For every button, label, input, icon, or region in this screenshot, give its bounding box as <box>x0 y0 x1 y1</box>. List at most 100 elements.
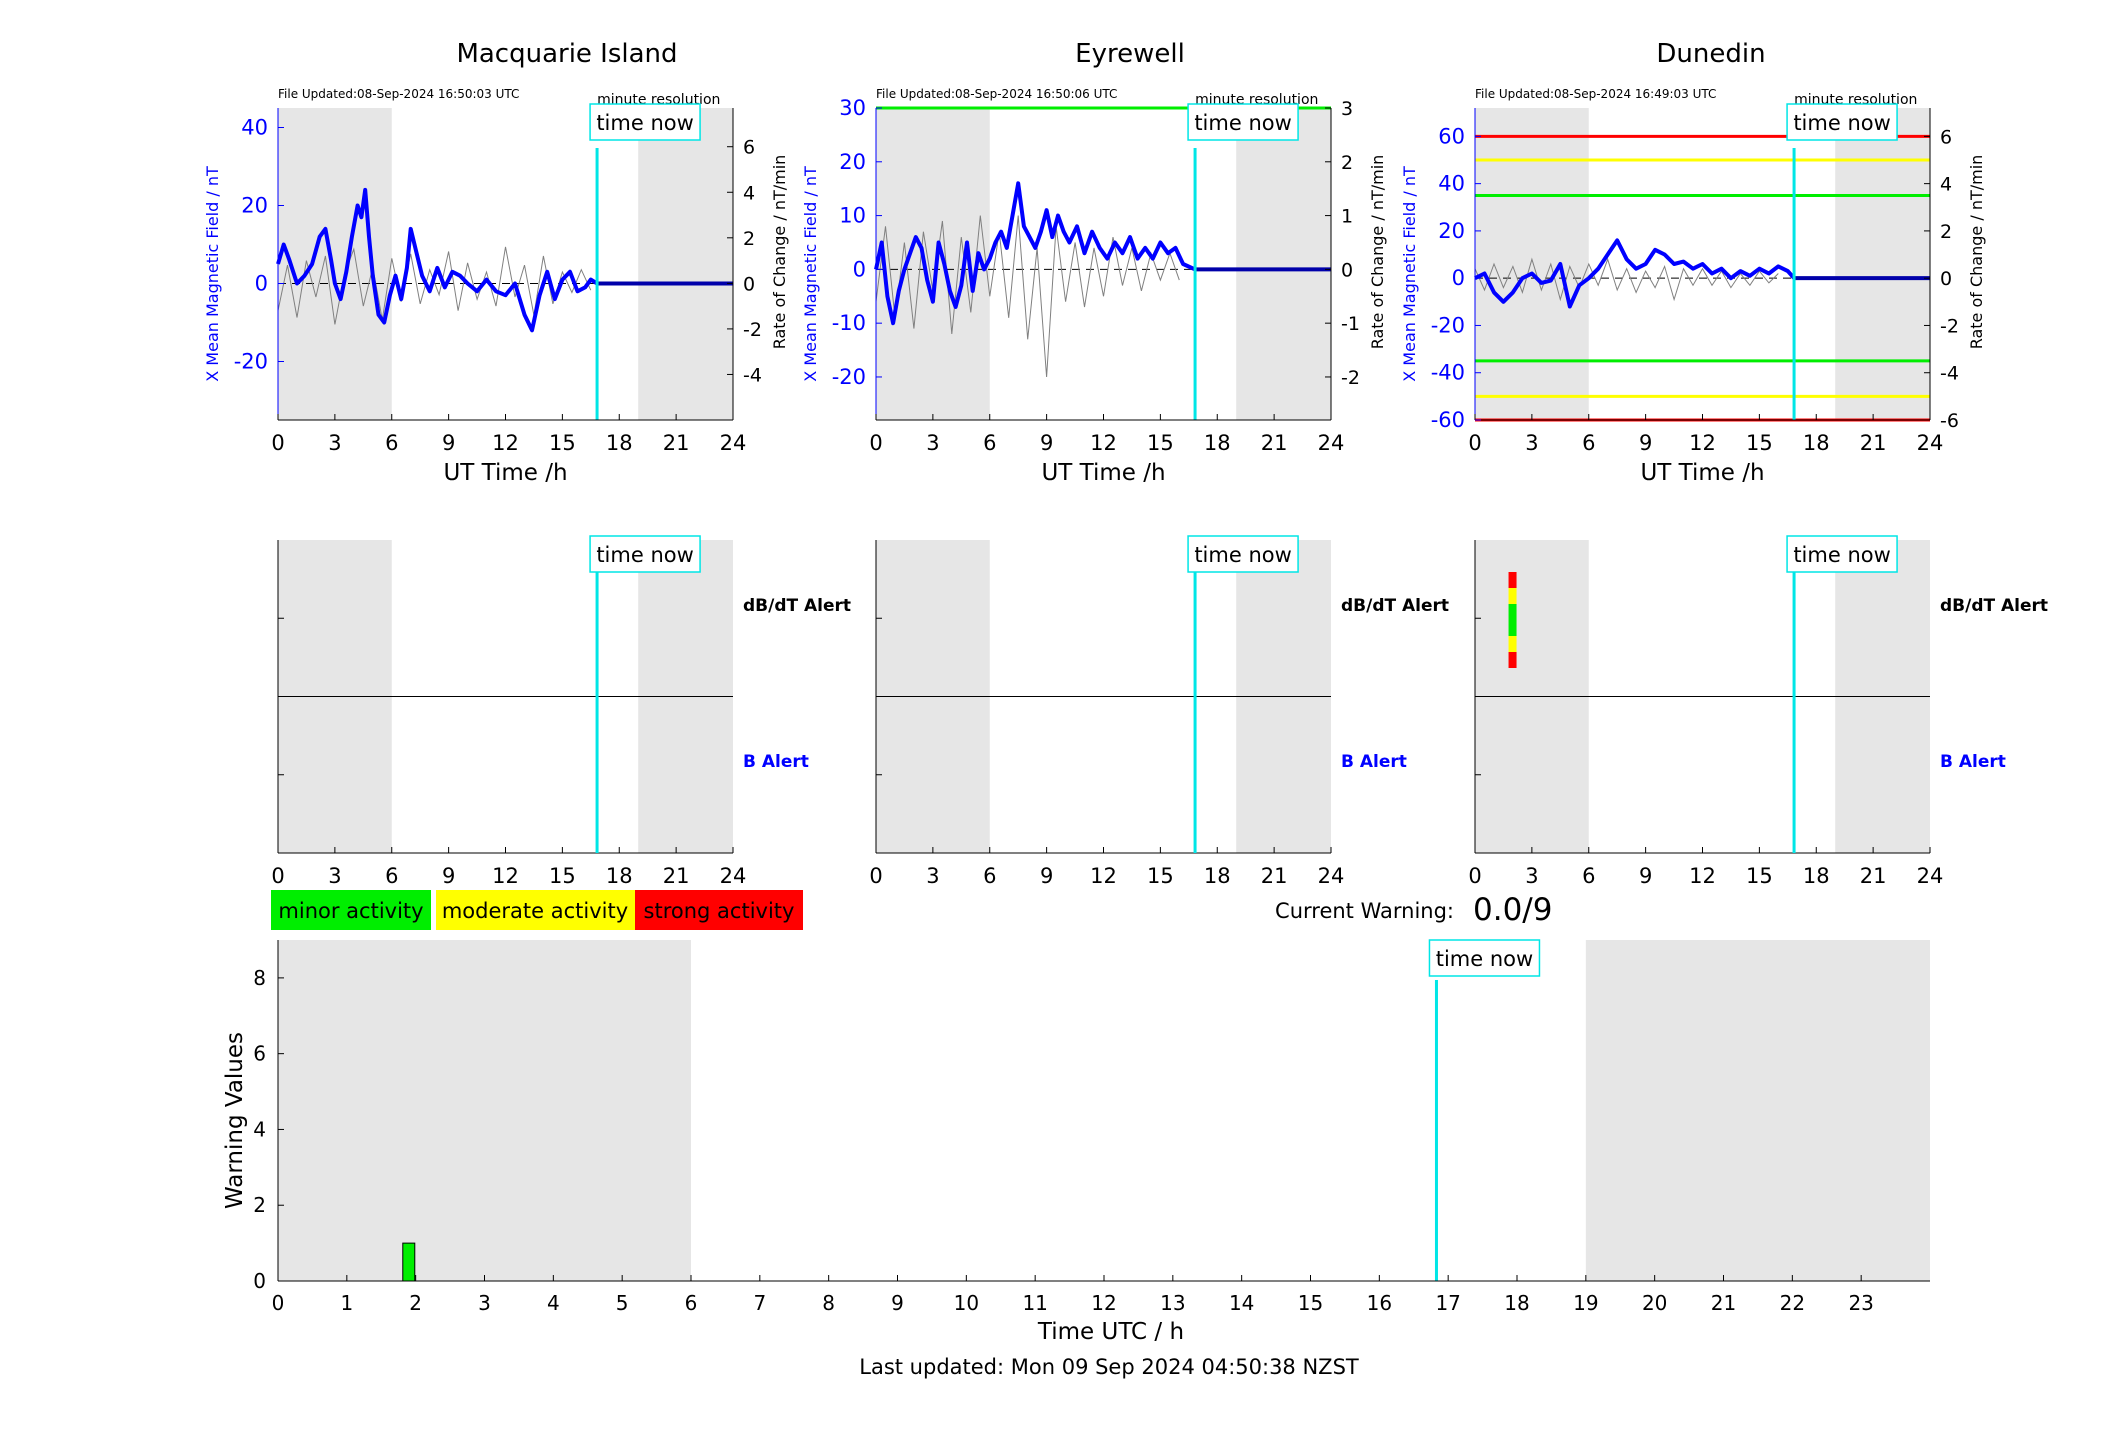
legend-strong-swatch <box>635 890 803 930</box>
b-alert-label: B Alert <box>1940 752 2006 772</box>
y-tick-label-right: 2 <box>1940 221 1952 243</box>
y-tick-label-left: 0 <box>853 257 866 281</box>
time-now-label: time now <box>596 111 693 135</box>
x-tick-label: 0 <box>1468 431 1481 455</box>
warning-bar <box>402 1242 416 1282</box>
y-axis-label-left: X Mean Magnetic Field / nT <box>1400 166 1419 382</box>
y-tick-label-left: -40 <box>1431 361 1465 385</box>
x-tick-label: 0 <box>272 1291 285 1315</box>
y-tick-label-left: -20 <box>1431 313 1465 337</box>
x-tick-label: 21 <box>1711 1291 1736 1315</box>
x-tick-label: 22 <box>1780 1291 1805 1315</box>
x-tick-label: 12 <box>1090 431 1117 455</box>
y-tick-label: 2 <box>253 1193 266 1217</box>
file-updated-text: File Updated:08-Sep-2024 16:50:03 UTC <box>278 87 519 101</box>
y-tick-label-right: 0 <box>743 273 755 295</box>
x-tick-label: 24 <box>1318 864 1345 888</box>
rate-of-change-line <box>1474 257 1779 302</box>
dbdt-alert-mark <box>1508 652 1517 668</box>
x-tick-label: 0 <box>869 864 882 888</box>
x-tick-label: 9 <box>891 1291 904 1315</box>
x-axis-label: UT Time /h <box>1640 460 1764 486</box>
y-tick-label-left: 10 <box>839 204 866 228</box>
x-tick-label: 12 <box>1689 864 1716 888</box>
x-tick-label: 14 <box>1229 1291 1254 1315</box>
x-tick-label: 6 <box>1582 864 1595 888</box>
file-updated-text: File Updated:08-Sep-2024 16:49:03 UTC <box>1475 87 1716 101</box>
dbdt-alert-label: dB/dT Alert <box>1341 596 1449 616</box>
y-tick-label-right: 1 <box>1341 206 1353 228</box>
alert-chart-dunedin: time now 0 3 6 9 12 15 18 21 24 dB/dT Alert B Alert <box>1468 535 2048 888</box>
x-tick-label: 16 <box>1367 1291 1392 1315</box>
dbdt-alert-label: dB/dT Alert <box>743 596 851 616</box>
y-tick-label-left: 20 <box>1438 219 1465 243</box>
y-axis-label: Warning Values <box>222 1032 248 1209</box>
y-tick-label-left: -60 <box>1431 408 1465 432</box>
time-now-box <box>1786 103 1898 141</box>
x-tick-label: 8 <box>822 1291 835 1315</box>
x-tick-label: 12 <box>492 431 519 455</box>
y-axis-label-right: Rate of Change / nT/min <box>770 155 789 350</box>
y-tick-label: 0 <box>253 1269 266 1293</box>
y-tick-label-right: -2 <box>1341 367 1360 389</box>
x-tick-label: 6 <box>685 1291 698 1315</box>
x-tick-label: 6 <box>385 431 398 455</box>
time-now-box <box>589 103 701 141</box>
x-tick-label: 18 <box>1204 431 1231 455</box>
y-tick-label-left: -20 <box>234 350 268 374</box>
y-tick-label-left: 40 <box>1438 172 1465 196</box>
alert-chart-macquarie: time now 0 3 6 9 12 15 18 21 24 dB/dT Alert B Alert <box>271 535 851 888</box>
night-shading <box>876 108 990 420</box>
magnetic-field-line <box>874 181 1196 326</box>
y-tick-label-left: 20 <box>241 194 268 218</box>
x-tick-label: 7 <box>753 1291 766 1315</box>
x-tick-label: 6 <box>983 864 996 888</box>
x-tick-label: 24 <box>720 431 747 455</box>
x-axis-label: Time UTC / h <box>1037 1319 1184 1345</box>
x-tick-label: 9 <box>1040 864 1053 888</box>
x-tick-label: 0 <box>271 864 284 888</box>
x-tick-label: 15 <box>1746 864 1773 888</box>
night-shading <box>638 108 733 420</box>
magnetic-field-chart-dunedin: 0 3 6 9 12 15 18 21 24-60-40-200204060-6-4-20246… <box>1400 87 1986 486</box>
x-tick-label: 11 <box>1022 1291 1047 1315</box>
x-tick-label: 15 <box>1147 864 1174 888</box>
y-tick-label-left: 0 <box>1452 266 1465 290</box>
y-tick-label-left: -20 <box>832 365 866 389</box>
x-tick-label: 12 <box>492 864 519 888</box>
current-warning-label: Current Warning: <box>1275 899 1454 923</box>
y-axis-label-left: X Mean Magnetic Field / nT <box>203 166 222 382</box>
x-tick-label: 21 <box>1261 864 1288 888</box>
y-tick-label-right: 6 <box>743 137 755 159</box>
x-tick-label: 3 <box>1525 864 1538 888</box>
y-axis-label-left: X Mean Magnetic Field / nT <box>801 166 820 382</box>
y-tick-label-right: 0 <box>1940 268 1952 290</box>
x-tick-label: 0 <box>271 431 284 455</box>
x-tick-label: 15 <box>1746 431 1773 455</box>
x-tick-label: 18 <box>1803 864 1830 888</box>
x-tick-label: 15 <box>549 864 576 888</box>
y-tick-label-left: 30 <box>839 96 866 120</box>
x-tick-label: 18 <box>1504 1291 1529 1315</box>
x-tick-label: 10 <box>954 1291 979 1315</box>
x-tick-label: 17 <box>1435 1291 1460 1315</box>
x-tick-label: 0 <box>1468 864 1481 888</box>
x-tick-label: 19 <box>1573 1291 1598 1315</box>
time-now-label: time now <box>1793 111 1890 135</box>
legend-moderate-swatch <box>436 890 635 930</box>
time-now-label: time now <box>1194 543 1291 567</box>
time-now-box <box>589 535 701 573</box>
dbdt-alert-mark <box>1508 572 1517 588</box>
x-tick-label: 18 <box>606 431 633 455</box>
x-tick-label: 21 <box>1860 864 1887 888</box>
x-tick-label: 20 <box>1642 1291 1667 1315</box>
time-now-box <box>1428 939 1541 977</box>
x-tick-label: 12 <box>1689 431 1716 455</box>
panel-title-macquarie: Macquarie Island <box>456 39 677 69</box>
y-tick-label-left: 60 <box>1438 124 1465 148</box>
x-tick-label: 21 <box>663 864 690 888</box>
magnetic-field-line <box>1474 238 1796 309</box>
